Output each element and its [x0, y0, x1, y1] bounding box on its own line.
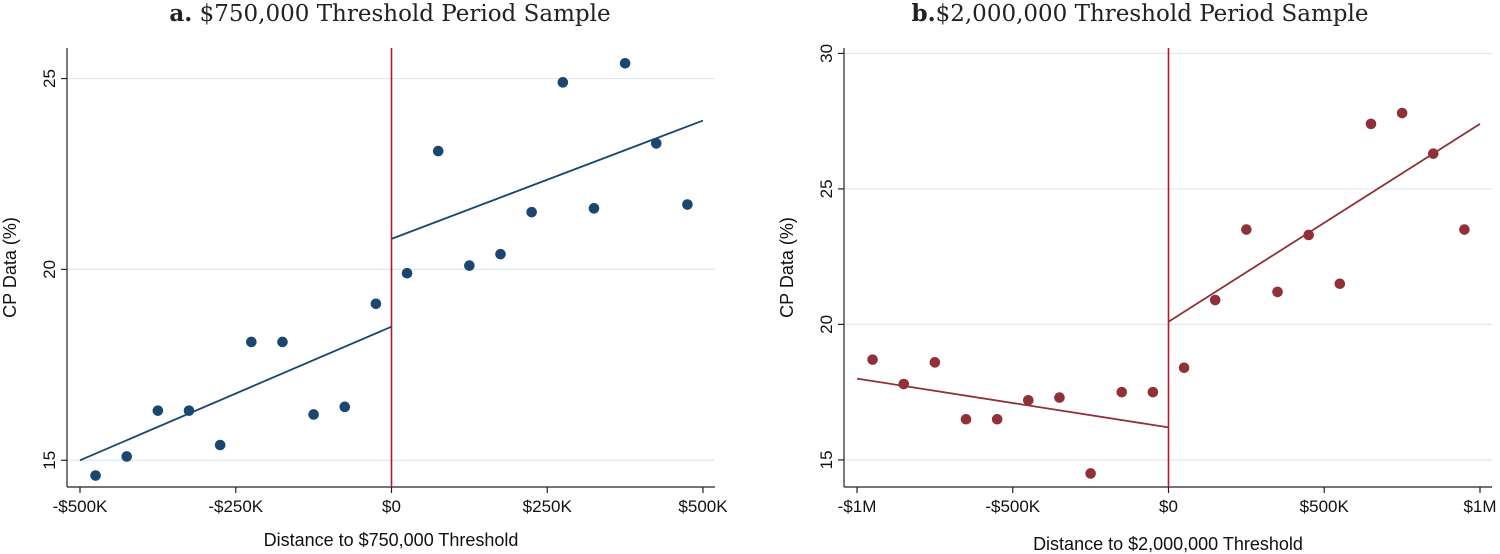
data-point — [1427, 148, 1439, 159]
chart-title: b.$2,000,000 Threshold Period Sample — [765, 0, 1500, 27]
data-point — [867, 354, 878, 365]
data-point — [526, 206, 537, 218]
data-point — [1054, 392, 1065, 403]
chart-title: a. $750,000 Threshold Period Sample — [15, 0, 765, 27]
data-point — [1241, 224, 1252, 235]
data-point — [588, 203, 600, 214]
x-tick-label: -$500K — [53, 497, 108, 516]
data-point — [960, 413, 972, 425]
x-tick-label: $0 — [382, 497, 401, 516]
data-point — [1178, 362, 1190, 374]
data-point — [991, 413, 1003, 425]
data-point — [246, 336, 257, 348]
fit-line — [391, 119, 704, 240]
y-tick-label: 25 — [40, 69, 59, 88]
y-axis-label: CP Data (%) — [777, 217, 797, 318]
data-point — [90, 470, 101, 481]
data-point — [1023, 394, 1034, 406]
x-tick-label: -$500K — [985, 497, 1040, 516]
x-axis-label: Distance to $750,000 Threshold — [264, 530, 519, 550]
x-tick-label: $500K — [678, 497, 728, 516]
y-tick-label: 20 — [40, 260, 59, 279]
y-tick-label: 15 — [40, 451, 59, 470]
data-point — [401, 267, 413, 279]
data-point — [152, 405, 164, 416]
fit-line — [1168, 123, 1481, 323]
chart-panel-a: a. $750,000 Threshold Period Sample 15 20… — [0, 0, 728, 550]
fit-line — [79, 325, 392, 462]
y-tick-label: 20 — [817, 315, 836, 334]
panel-title-text: $750,000 Threshold Period Sample — [199, 1, 611, 27]
x-tick-label: $1M — [1463, 497, 1496, 516]
data-point — [1334, 278, 1346, 290]
data-point — [1459, 224, 1470, 235]
data-point — [464, 260, 475, 271]
data-point — [619, 57, 631, 69]
data-point — [898, 378, 910, 390]
data-point — [682, 199, 693, 210]
data-point — [557, 77, 569, 88]
data-point — [339, 401, 351, 413]
data-point — [1147, 386, 1159, 398]
data-point — [1303, 229, 1314, 241]
chart-canvas-b: 15 20 25 30 -$1M -$500K $0 $500K $1M Distance to … — [777, 44, 1497, 554]
chart-panel-b: b.$2,000,000 Threshold Period Sample 15 2… — [750, 0, 1500, 554]
chart-canvas-a: 15 20 25 -$500K -$250K $0 $250K $500K Distance t… — [0, 48, 728, 550]
data-point — [214, 439, 226, 451]
data-point — [121, 451, 133, 462]
data-point — [432, 145, 444, 157]
data-point — [1085, 468, 1096, 479]
data-point — [1272, 286, 1283, 298]
fit-line — [856, 377, 1169, 429]
y-tick-label: 30 — [817, 44, 836, 63]
data-point — [183, 405, 195, 416]
data-point — [1209, 294, 1221, 306]
x-axis-label: Distance to $2,000,000 Threshold — [1033, 534, 1303, 554]
x-tick-label: $500K — [1300, 497, 1350, 516]
data-point — [495, 248, 506, 260]
data-point — [1116, 386, 1128, 398]
panel-tag: a. — [169, 0, 193, 27]
data-point — [1396, 107, 1408, 119]
data-point — [1365, 118, 1377, 130]
data-point — [308, 409, 319, 420]
y-tick-label: 25 — [817, 179, 836, 198]
data-point — [650, 138, 662, 149]
y-axis-label: CP Data (%) — [0, 217, 20, 318]
panel-title-text: $2,000,000 Threshold Period Sample — [935, 1, 1369, 27]
x-tick-label: $0 — [1159, 497, 1178, 516]
panel-tag: b. — [911, 0, 936, 27]
y-tick-label: 15 — [817, 450, 836, 469]
data-point — [370, 298, 382, 310]
x-tick-label: $250K — [523, 497, 573, 516]
x-tick-label: -$250K — [208, 497, 263, 516]
x-tick-label: -$1M — [838, 497, 877, 516]
data-point — [929, 357, 941, 368]
data-point — [277, 336, 288, 348]
